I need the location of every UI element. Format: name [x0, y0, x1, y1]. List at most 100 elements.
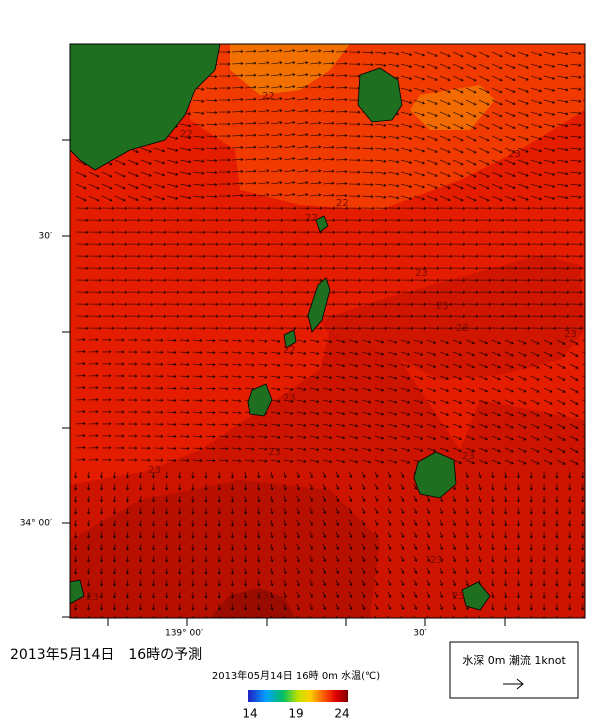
current-arrow [153, 206, 167, 210]
current-arrow [283, 603, 287, 611]
current-arrow [374, 435, 385, 440]
current-arrow [257, 555, 261, 563]
current-arrow [257, 591, 261, 599]
current-arrow [178, 483, 182, 491]
current-arrow [478, 147, 490, 154]
current-arrow [348, 603, 353, 610]
current-arrow [348, 411, 359, 416]
current-arrow [218, 423, 229, 427]
current-arrow [166, 434, 177, 438]
current-arrow [516, 471, 520, 479]
current-arrow [296, 363, 307, 367]
current-arrow [543, 339, 553, 345]
current-arrow [283, 423, 294, 427]
current-arrow [75, 218, 89, 222]
current-arrow [309, 519, 313, 527]
current-arrow [218, 146, 231, 150]
current-arrow [413, 435, 424, 440]
current-arrow [140, 159, 152, 165]
current-arrow [465, 615, 467, 618]
current-arrow [504, 435, 514, 441]
current-arrow [439, 326, 453, 330]
current-arrow [569, 615, 571, 618]
current-arrow [87, 495, 91, 503]
current-arrow [257, 435, 268, 439]
current-arrow [296, 121, 309, 125]
current-arrow [231, 254, 245, 258]
current-arrow [127, 446, 138, 450]
current-arrow [517, 363, 527, 369]
current-arrow [74, 471, 78, 479]
current-arrow [270, 543, 274, 551]
current-arrow [387, 206, 401, 210]
current-arrow [257, 423, 268, 427]
current-arrow [413, 351, 424, 356]
current-arrow [465, 531, 469, 539]
current-arrow [478, 266, 492, 270]
current-arrow [413, 135, 425, 141]
current-arrow [581, 579, 585, 587]
current-arrow [478, 206, 492, 210]
current-arrow [452, 230, 466, 234]
current-arrow [504, 591, 508, 599]
current-arrow [555, 543, 559, 551]
current-arrow [439, 302, 453, 306]
current-arrow [296, 133, 309, 137]
current-arrow [166, 242, 180, 246]
current-arrow [374, 159, 387, 163]
current-arrow [543, 387, 553, 393]
current-arrow [504, 387, 514, 393]
current-arrow [125, 471, 130, 479]
current-arrow [491, 579, 495, 587]
current-arrow [504, 339, 514, 345]
current-arrow [426, 591, 431, 599]
current-arrow [530, 75, 543, 81]
current-arrow [270, 97, 283, 101]
current-arrow [400, 435, 411, 440]
current-arrow [335, 555, 340, 562]
contour-label: 23 [86, 592, 99, 603]
current-arrow [178, 531, 182, 539]
current-arrow [400, 171, 413, 176]
current-arrow [322, 169, 335, 173]
current-arrow [217, 603, 221, 611]
current-arrow [348, 555, 353, 562]
current-arrow [257, 314, 271, 318]
current-arrow [569, 75, 582, 79]
current-arrow [491, 399, 501, 405]
current-arrow [335, 266, 349, 270]
current-arrow [205, 159, 218, 163]
current-arrow [296, 206, 310, 210]
current-arrow [517, 171, 529, 177]
current-arrow [218, 459, 229, 463]
current-arrow [452, 147, 464, 154]
current-arrow [374, 519, 379, 526]
current-arrow [179, 195, 192, 200]
current-arrow [413, 266, 427, 270]
current-arrow [205, 411, 216, 415]
current-arrow [335, 531, 340, 538]
current-arrow [374, 171, 387, 175]
current-arrow [296, 531, 300, 539]
current-arrow [387, 326, 401, 330]
current-arrow [491, 447, 501, 453]
current-arrow [491, 242, 505, 246]
current-arrow [439, 218, 453, 222]
current-arrow [127, 278, 141, 282]
current-arrow [179, 206, 193, 210]
current-arrow [555, 507, 559, 515]
current-arrow [322, 519, 327, 527]
current-arrow [218, 194, 231, 198]
current-arrow [374, 123, 387, 127]
current-arrow [478, 123, 490, 130]
current-arrow [335, 615, 338, 618]
current-arrow [491, 171, 503, 178]
current-arrow [452, 339, 462, 344]
current-arrow [426, 218, 440, 222]
current-arrow [99, 483, 104, 491]
current-arrow [166, 254, 180, 258]
current-arrow [426, 375, 437, 380]
current-arrow [75, 278, 89, 282]
current-arrow [413, 171, 425, 177]
